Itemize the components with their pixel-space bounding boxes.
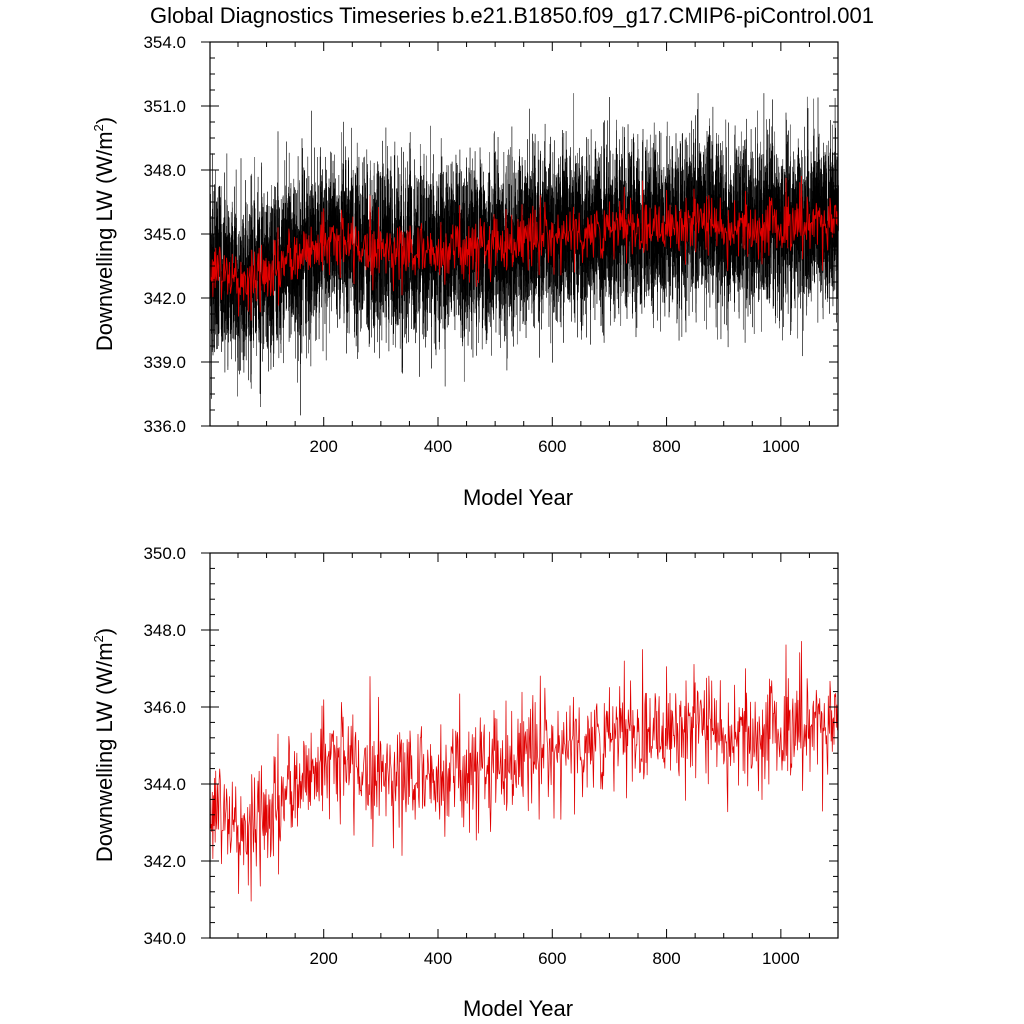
top-panel: 200 400 600 800 1000 336.0 339.0 342.0 345.0 348… [91,33,839,510]
x-tick-label: 600 [538,949,566,968]
x-tick-label: 1000 [762,437,800,456]
x-axis: 200 400 600 800 1000 [237,553,810,968]
annual-mean-line [209,175,839,321]
y-tick-label: 344.0 [143,775,186,794]
y-tick-label: 339.0 [143,353,186,372]
y-axis-label-close: ) [92,117,117,124]
monthly-series-line [209,92,839,416]
x-tick-label: 800 [652,949,680,968]
y-tick-label: 348.0 [143,161,186,180]
y-axis: 340.0 342.0 344.0 346.0 348.0 350.0 [143,544,838,948]
y-axis: 336.0 339.0 342.0 345.0 348.0 351.0 354.0 [143,33,838,436]
x-axis: 200 400 600 800 1000 [237,42,810,456]
x-tick-label: 1000 [762,949,800,968]
y-tick-label: 354.0 [143,33,186,52]
x-tick-label: 200 [310,949,338,968]
x-axis-label: Model Year [463,996,573,1021]
y-axis-label: Downwelling LW (W/m2) [91,117,117,351]
y-tick-label: 350.0 [143,544,186,563]
y-axis-label-superscript: 2 [91,124,106,131]
x-tick-label: 800 [652,437,680,456]
y-tick-label: 351.0 [143,97,186,116]
y-axis-label-main: Downwelling LW (W/m [92,642,117,862]
x-tick-label: 600 [538,437,566,456]
y-tick-label: 348.0 [143,621,186,640]
x-tick-label: 400 [424,949,452,968]
y-tick-label: 346.0 [143,698,186,717]
y-axis-label-superscript: 2 [91,635,106,642]
bottom-panel: 200 400 600 800 1000 340.0 342.0 344.0 346.0 348… [91,544,839,1021]
x-axis-label: Model Year [463,485,573,510]
figure-title: Global Diagnostics Timeseries b.e21.B185… [150,3,874,28]
y-axis-label-close: ) [92,628,117,635]
annual-series-line [209,175,839,321]
y-tick-label: 340.0 [143,929,186,948]
y-axis-label-main: Downwelling LW (W/m [92,131,117,351]
monthly-mean-line [209,92,839,416]
y-tick-label: 342.0 [143,289,186,308]
annual-mean-line [209,641,839,902]
x-tick-label: 400 [424,437,452,456]
x-tick-label: 200 [310,437,338,456]
y-tick-label: 336.0 [143,417,186,436]
y-tick-label: 345.0 [143,225,186,244]
y-tick-label: 342.0 [143,852,186,871]
annual-series-line [209,641,839,902]
y-axis-label: Downwelling LW (W/m2) [91,628,117,862]
